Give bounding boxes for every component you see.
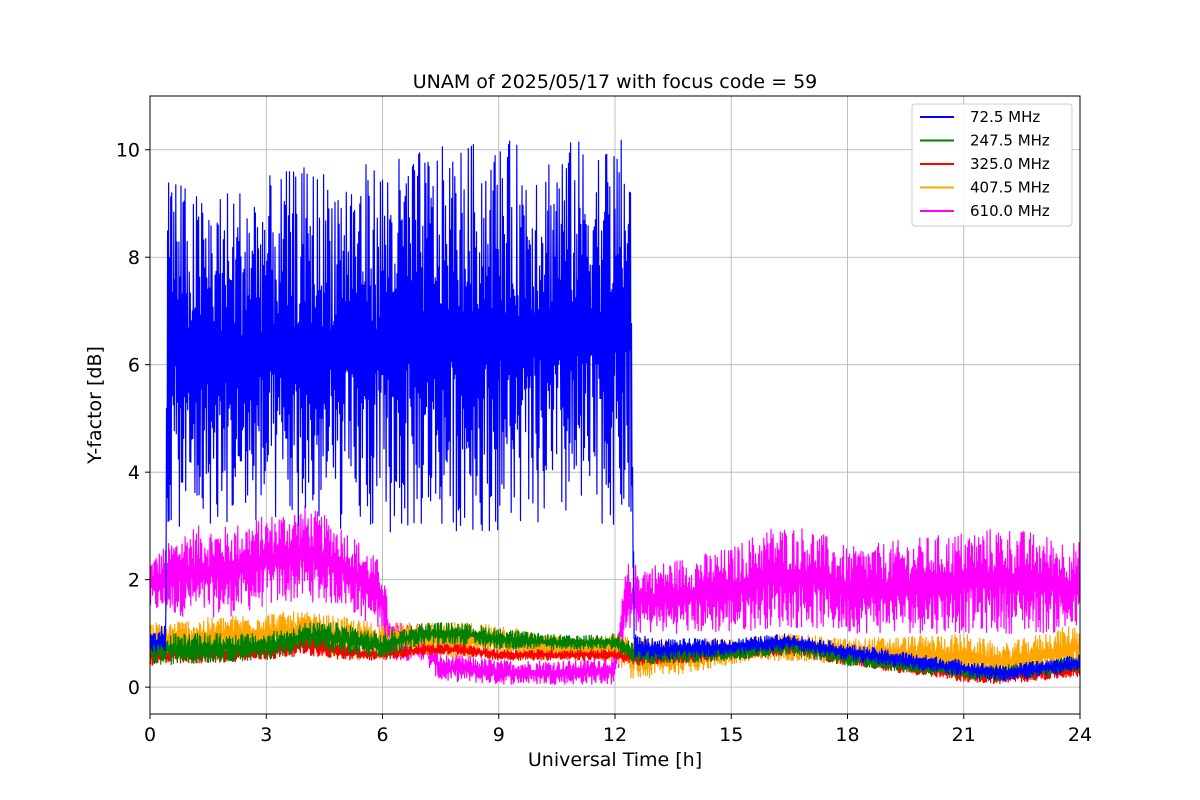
legend-label: 610.0 MHz bbox=[970, 202, 1050, 220]
y-tick-label: 2 bbox=[128, 570, 140, 592]
legend-label: 72.5 MHz bbox=[970, 108, 1040, 126]
x-tick-label: 15 bbox=[719, 724, 743, 746]
y-tick-label: 0 bbox=[128, 677, 140, 699]
legend-box bbox=[911, 103, 1073, 227]
series-layer bbox=[150, 139, 1080, 686]
x-tick-label: 18 bbox=[835, 724, 859, 746]
y-tick-label: 10 bbox=[116, 140, 140, 162]
legend-label: 247.5 MHz bbox=[970, 132, 1050, 150]
chart-title: UNAM of 2025/05/17 with focus code = 59 bbox=[413, 71, 818, 93]
x-tick-label: 9 bbox=[493, 724, 505, 746]
legend: 72.5 MHz 247.5 MHz 325.0 MHz 407.5 MHz 610.0… bbox=[911, 103, 1073, 227]
legend-label: 407.5 MHz bbox=[970, 179, 1050, 197]
legend-label: 325.0 MHz bbox=[970, 155, 1050, 173]
y-tick-label: 6 bbox=[128, 355, 140, 377]
x-tick-label: 12 bbox=[603, 724, 627, 746]
y-tick-label: 4 bbox=[128, 462, 140, 484]
x-tick-label: 6 bbox=[376, 724, 388, 746]
x-tick-label: 3 bbox=[260, 724, 272, 746]
series-line bbox=[150, 611, 1080, 682]
x-axis-label: Universal Time [h] bbox=[528, 749, 702, 771]
x-tick-label: 24 bbox=[1068, 724, 1092, 746]
y-axis-label: Y-factor [dB] bbox=[84, 346, 106, 465]
y-tick-label: 8 bbox=[128, 247, 140, 269]
x-tick-label: 0 bbox=[144, 724, 156, 746]
x-tick-label: 21 bbox=[952, 724, 976, 746]
series-line bbox=[150, 139, 1080, 682]
